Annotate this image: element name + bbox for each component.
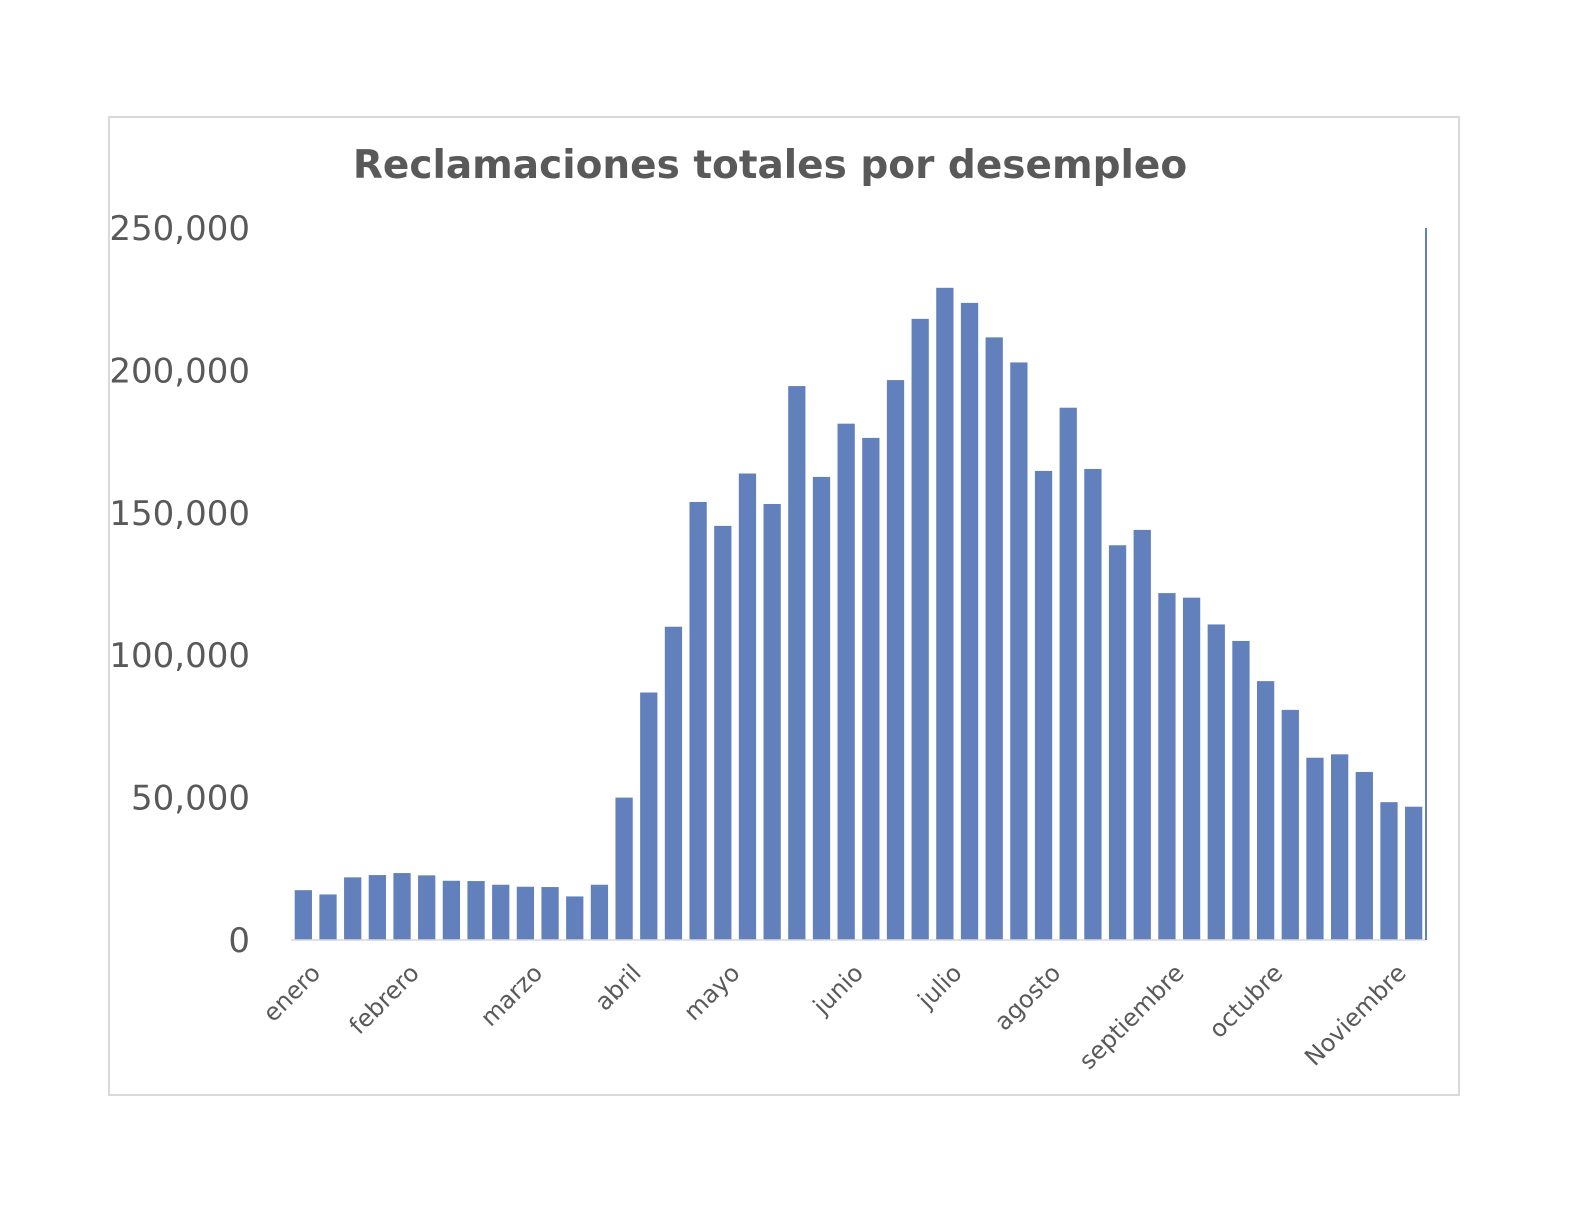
x-tick-label: junio [807,959,869,1021]
y-tick-label: 100,000 [110,636,250,676]
chart-frame: Reclamaciones totales por desempleo 0 50,… [108,116,1460,1096]
bar [1059,407,1077,941]
x-tick-label: febrero [344,959,425,1040]
bar [936,287,954,940]
bar [640,692,658,940]
bar [541,887,559,940]
bar [960,302,979,940]
bar [590,884,609,940]
bar [418,875,436,940]
y-axis-ticks: 0 50,000 100,000 150,000 200,000 250,000 [110,209,250,961]
bar [763,503,781,940]
x-tick-label: agosto [989,959,1066,1036]
bar [1405,806,1423,940]
bar [516,886,535,940]
bar [1133,529,1151,940]
bar [1355,771,1373,940]
x-tick-label: octubre [1204,959,1289,1044]
bar [1331,754,1349,940]
bar [1306,757,1324,940]
bar [1281,709,1299,940]
bar [664,626,683,940]
y-tick-label: 250,000 [110,209,250,249]
bar [985,337,1003,940]
y-tick-label: 0 [228,921,250,961]
x-axis-ticks: enero febrero marzo abril mayo junio julio agos… [258,959,1412,1075]
x-tick-label: enero [258,959,326,1027]
bar [1232,640,1250,940]
bar [368,875,386,940]
bar [886,380,905,941]
bar [1084,468,1102,940]
chart-svg: Reclamaciones totales por desempleo 0 50,… [110,143,1427,1075]
bar [344,877,362,940]
bar [393,873,411,940]
bar [319,894,337,940]
x-tick-label: julio [912,959,968,1015]
bar [615,797,633,940]
bar [566,896,584,940]
x-tick-label: marzo [475,959,548,1032]
bar [862,437,880,940]
y-tick-label: 150,000 [110,494,250,534]
x-tick-label: mayo [678,959,745,1026]
bar [1207,624,1225,940]
bar [911,318,929,941]
bar [812,476,831,940]
bar [442,880,461,940]
y-tick-label: 50,000 [131,779,250,819]
bar [1158,593,1176,940]
bar [1380,802,1398,940]
bar [467,881,485,940]
bar [1256,681,1275,940]
bar [1108,545,1127,940]
bar [689,501,707,940]
bar [788,386,806,940]
bar [294,890,312,940]
chart-title: Reclamaciones totales por desempleo [353,143,1187,188]
bar [492,884,510,940]
bar [837,423,855,940]
bar [738,473,757,940]
axis-lines [291,228,1427,941]
bar-series [294,287,1423,941]
bar [1182,597,1201,940]
x-tick-label: abril [589,959,646,1016]
bar [1010,362,1028,940]
bar [714,525,732,940]
x-tick-label: septiembre [1074,959,1190,1075]
x-tick-label: Noviembre [1299,959,1411,1071]
y-tick-label: 200,000 [110,351,250,391]
bar [1034,470,1053,940]
